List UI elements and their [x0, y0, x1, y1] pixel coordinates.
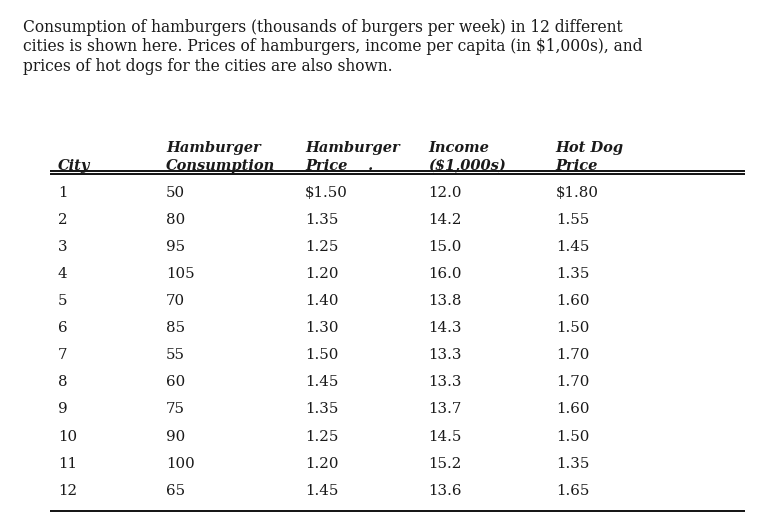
Text: 11: 11: [58, 457, 77, 470]
Text: Hamburger: Hamburger: [166, 141, 261, 155]
Text: 1.60: 1.60: [556, 294, 589, 308]
Text: Hot Dog: Hot Dog: [556, 141, 624, 155]
Text: 1.35: 1.35: [556, 267, 589, 281]
Text: Price: Price: [305, 159, 347, 173]
Text: 1.55: 1.55: [556, 213, 589, 227]
Text: 2: 2: [58, 213, 67, 227]
Text: 1.65: 1.65: [556, 484, 589, 498]
Text: 13.3: 13.3: [428, 375, 462, 389]
Text: 1.25: 1.25: [305, 240, 338, 254]
Text: $1.50: $1.50: [305, 186, 348, 200]
Text: 16.0: 16.0: [428, 267, 462, 281]
Text: 15.2: 15.2: [428, 457, 462, 470]
Text: 6: 6: [58, 321, 67, 335]
Text: 85: 85: [166, 321, 185, 335]
Text: 13.7: 13.7: [428, 402, 462, 416]
Text: 100: 100: [166, 457, 195, 470]
Text: 13.8: 13.8: [428, 294, 462, 308]
Text: 70: 70: [166, 294, 185, 308]
Text: 1: 1: [58, 186, 67, 200]
Text: 5: 5: [58, 294, 67, 308]
Text: 50: 50: [166, 186, 185, 200]
Text: 1.35: 1.35: [305, 213, 338, 227]
Text: 90: 90: [166, 430, 185, 443]
Text: ($1,000s): ($1,000s): [428, 159, 506, 174]
Text: 75: 75: [166, 402, 185, 416]
Text: 7: 7: [58, 348, 67, 362]
Text: 1.50: 1.50: [556, 430, 589, 443]
Text: 8: 8: [58, 375, 67, 389]
Text: 95: 95: [166, 240, 185, 254]
Text: 80: 80: [166, 213, 185, 227]
Text: .: .: [363, 159, 373, 173]
Text: 3: 3: [58, 240, 67, 254]
Text: 1.45: 1.45: [305, 484, 338, 498]
Text: 60: 60: [166, 375, 185, 389]
Text: Low Disk S: Low Disk S: [616, 507, 676, 517]
Text: 12: 12: [58, 484, 77, 498]
Text: 1.20: 1.20: [305, 267, 338, 281]
Text: 9: 9: [58, 402, 67, 416]
Text: 14.2: 14.2: [428, 213, 462, 227]
Text: 1.70: 1.70: [556, 348, 589, 362]
Text: 10: 10: [58, 430, 77, 443]
Text: 1.35: 1.35: [305, 402, 338, 416]
Text: 1.30: 1.30: [305, 321, 338, 335]
Text: Hamburger: Hamburger: [305, 141, 400, 155]
Text: 1.25: 1.25: [305, 430, 338, 443]
Text: $1.80: $1.80: [556, 186, 599, 200]
Text: 1.50: 1.50: [556, 321, 589, 335]
Text: Consumption: Consumption: [166, 159, 276, 173]
Text: 13.6: 13.6: [428, 484, 462, 498]
Text: 1.35: 1.35: [556, 457, 589, 470]
Text: Price: Price: [556, 159, 598, 173]
Text: 1.45: 1.45: [305, 375, 338, 389]
Text: Consumption of hamburgers (thousands of burgers per week) in 12 different
cities: Consumption of hamburgers (thousands of …: [23, 19, 642, 75]
Text: City: City: [58, 159, 90, 173]
Text: 14.5: 14.5: [428, 430, 462, 443]
Text: 15.0: 15.0: [428, 240, 462, 254]
Text: 55: 55: [166, 348, 185, 362]
Text: 1.40: 1.40: [305, 294, 338, 308]
Text: 105: 105: [166, 267, 195, 281]
Text: 1.70: 1.70: [556, 375, 589, 389]
Text: 1.20: 1.20: [305, 457, 338, 470]
Text: 4: 4: [58, 267, 67, 281]
Text: 1.45: 1.45: [556, 240, 589, 254]
Text: 65: 65: [166, 484, 185, 498]
Text: 13.3: 13.3: [428, 348, 462, 362]
Text: Income: Income: [428, 141, 489, 155]
Text: 12.0: 12.0: [428, 186, 462, 200]
Text: 1.50: 1.50: [305, 348, 338, 362]
Text: 14.3: 14.3: [428, 321, 462, 335]
Text: ☑: ☑: [567, 506, 578, 518]
Text: 1.60: 1.60: [556, 402, 589, 416]
